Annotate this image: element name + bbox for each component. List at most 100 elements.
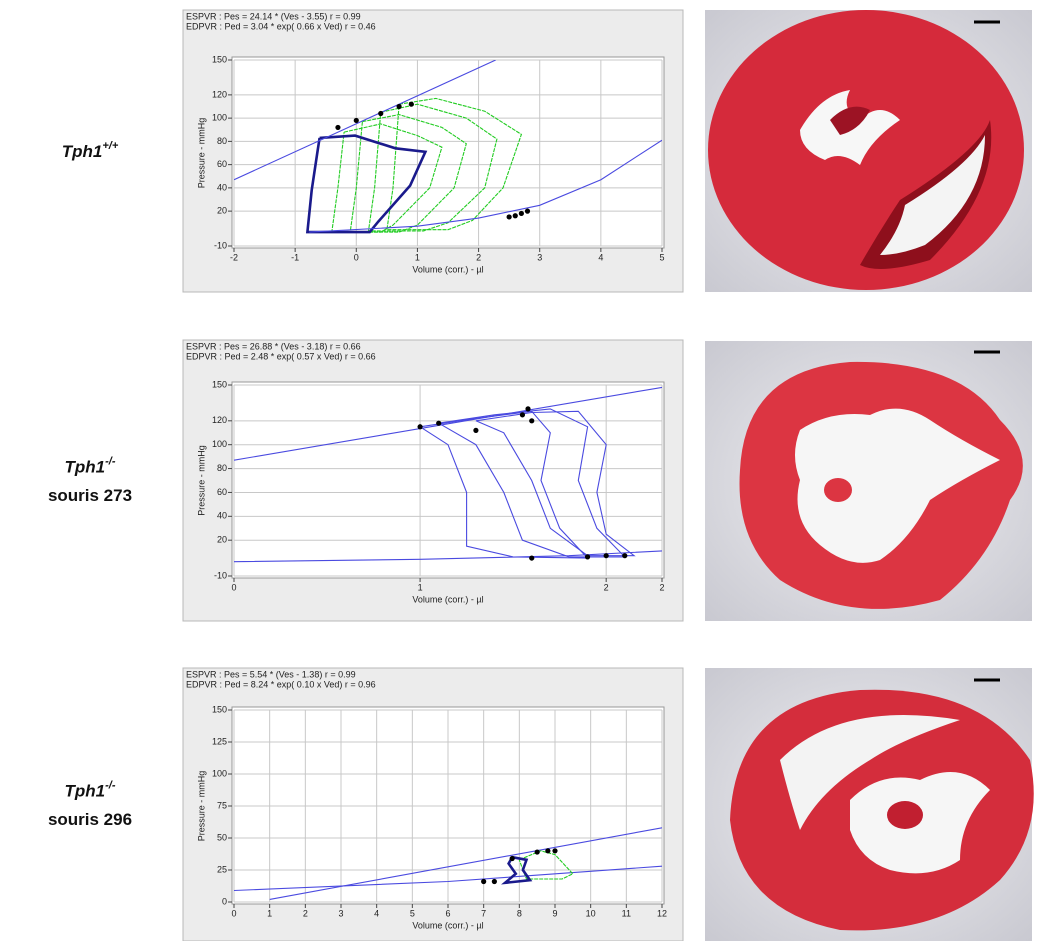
x-tick-label: 3	[537, 252, 542, 262]
y-tick-label: -10	[214, 240, 227, 250]
equation: ESPVR : Pes = 24.14 * (Ves - 3.55) r = 0…	[186, 11, 361, 21]
row-label: souris 273	[48, 486, 132, 505]
x-tick-label: 0	[231, 582, 236, 592]
x-tick-label: 6	[445, 908, 450, 918]
genotype: -/-	[105, 779, 116, 791]
x-tick-label: 5	[659, 252, 664, 262]
equation: EDPVR : Ped = 2.48 * exp( 0.57 x Ved) r …	[186, 351, 376, 361]
pv-line	[234, 386, 662, 461]
x-tick-label: 12	[657, 908, 667, 918]
gene: Tph1	[65, 782, 106, 801]
row-label: Tph1-/-	[65, 779, 116, 801]
pv-line	[438, 408, 627, 558]
data-point	[335, 124, 341, 131]
y-tick-label: 100	[212, 439, 227, 449]
x-axis-label: Volume (corr.) - µl	[412, 594, 483, 604]
x-tick-label: 2	[659, 582, 664, 592]
data-point	[481, 878, 487, 885]
pv-line	[349, 114, 467, 233]
y-tick-label: 120	[212, 415, 227, 425]
row-label: Tph1+/+	[62, 140, 119, 162]
x-tick-label: 1	[415, 252, 420, 262]
data-point	[622, 553, 628, 559]
y-tick-label: 125	[212, 736, 227, 746]
data-point	[473, 427, 479, 433]
data-point	[512, 213, 518, 219]
pv-chart: Tph1-/- souris 296 ESPVR : Pes = 5.54 * (V…	[48, 667, 684, 942]
y-tick-label: 40	[217, 511, 227, 521]
y-tick-label: 120	[212, 89, 227, 99]
data-point	[509, 855, 515, 862]
data-point	[396, 103, 402, 110]
x-tick-label: 8	[517, 908, 522, 918]
genotype: -/-	[105, 455, 116, 467]
pv-line	[234, 865, 662, 892]
y-tick-label: 150	[212, 54, 227, 64]
pv-chart: Tph1-/- souris 273 ESPVR : Pes = 26.88 * (…	[48, 339, 684, 622]
data-point	[529, 418, 535, 424]
data-point	[519, 412, 526, 418]
pv-line	[234, 60, 496, 181]
y-tick-label: 75	[217, 800, 227, 810]
x-tick-label: 3	[338, 908, 343, 918]
pv-line	[269, 827, 662, 900]
pv-line	[367, 103, 498, 232]
x-tick-label: -2	[230, 252, 238, 262]
data-point	[584, 554, 591, 560]
pv-line	[518, 850, 574, 880]
y-tick-label: 80	[217, 136, 227, 146]
data-point	[545, 848, 551, 854]
data-point	[436, 420, 442, 426]
pv-line	[331, 123, 443, 233]
y-tick-label: 20	[217, 535, 227, 545]
y-tick-label: 60	[217, 159, 227, 169]
data-point	[506, 214, 512, 220]
data-point	[534, 849, 540, 855]
x-axis-label: Volume (corr.) - µl	[412, 920, 483, 930]
plot-area	[231, 381, 665, 579]
y-tick-label: 60	[217, 487, 227, 497]
x-tick-label: 2	[604, 582, 609, 592]
y-tick-label: 50	[217, 832, 227, 842]
y-tick-label: -10	[214, 570, 227, 580]
pv-loop	[305, 134, 428, 234]
y-tick-label: 150	[212, 704, 227, 714]
row-label: souris 296	[48, 810, 132, 829]
histology-image	[705, 341, 1032, 621]
pv-chart: Tph1+/+ ESPVR : Pes = 24.14 * (Ves - 3.55…	[62, 9, 684, 293]
y-axis-label: Pressure - mmHg	[196, 771, 206, 842]
data-point	[603, 553, 609, 559]
data-point	[353, 117, 359, 124]
y-tick-label: 150	[212, 379, 227, 389]
x-tick-label: 7	[481, 908, 486, 918]
data-point	[417, 424, 423, 430]
x-tick-label: 1	[267, 908, 272, 918]
data-point	[408, 101, 414, 107]
x-tick-label: -1	[291, 252, 299, 262]
x-axis-label: Volume (corr.) - µl	[412, 264, 483, 274]
x-tick-label: 11	[622, 908, 631, 918]
x-tick-label: 1	[418, 582, 423, 592]
y-tick-label: 100	[212, 768, 227, 778]
row-label: Tph1-/-	[65, 455, 116, 477]
y-tick-label: 40	[217, 182, 227, 192]
pv-line	[309, 139, 662, 233]
gene: Tph1	[65, 458, 106, 477]
x-tick-label: 4	[598, 252, 603, 262]
data-point	[552, 848, 558, 854]
x-tick-label: 4	[374, 908, 379, 918]
y-tick-label: 0	[222, 896, 227, 906]
data-point	[491, 878, 497, 885]
data-point	[518, 210, 524, 217]
y-axis-label: Pressure - mmHg	[196, 445, 206, 516]
y-tick-label: 25	[217, 864, 227, 874]
plot-area	[231, 56, 665, 249]
pv-line	[475, 410, 636, 557]
data-point	[525, 406, 531, 412]
x-tick-label: 2	[303, 908, 308, 918]
x-tick-label: 5	[410, 908, 415, 918]
equation: EDPVR : Ped = 8.24 * exp( 0.10 x Ved) r …	[186, 679, 376, 689]
equation: ESPVR : Pes = 5.54 * (Ves - 1.38) r = 0.…	[186, 669, 356, 679]
x-tick-label: 9	[552, 908, 557, 918]
